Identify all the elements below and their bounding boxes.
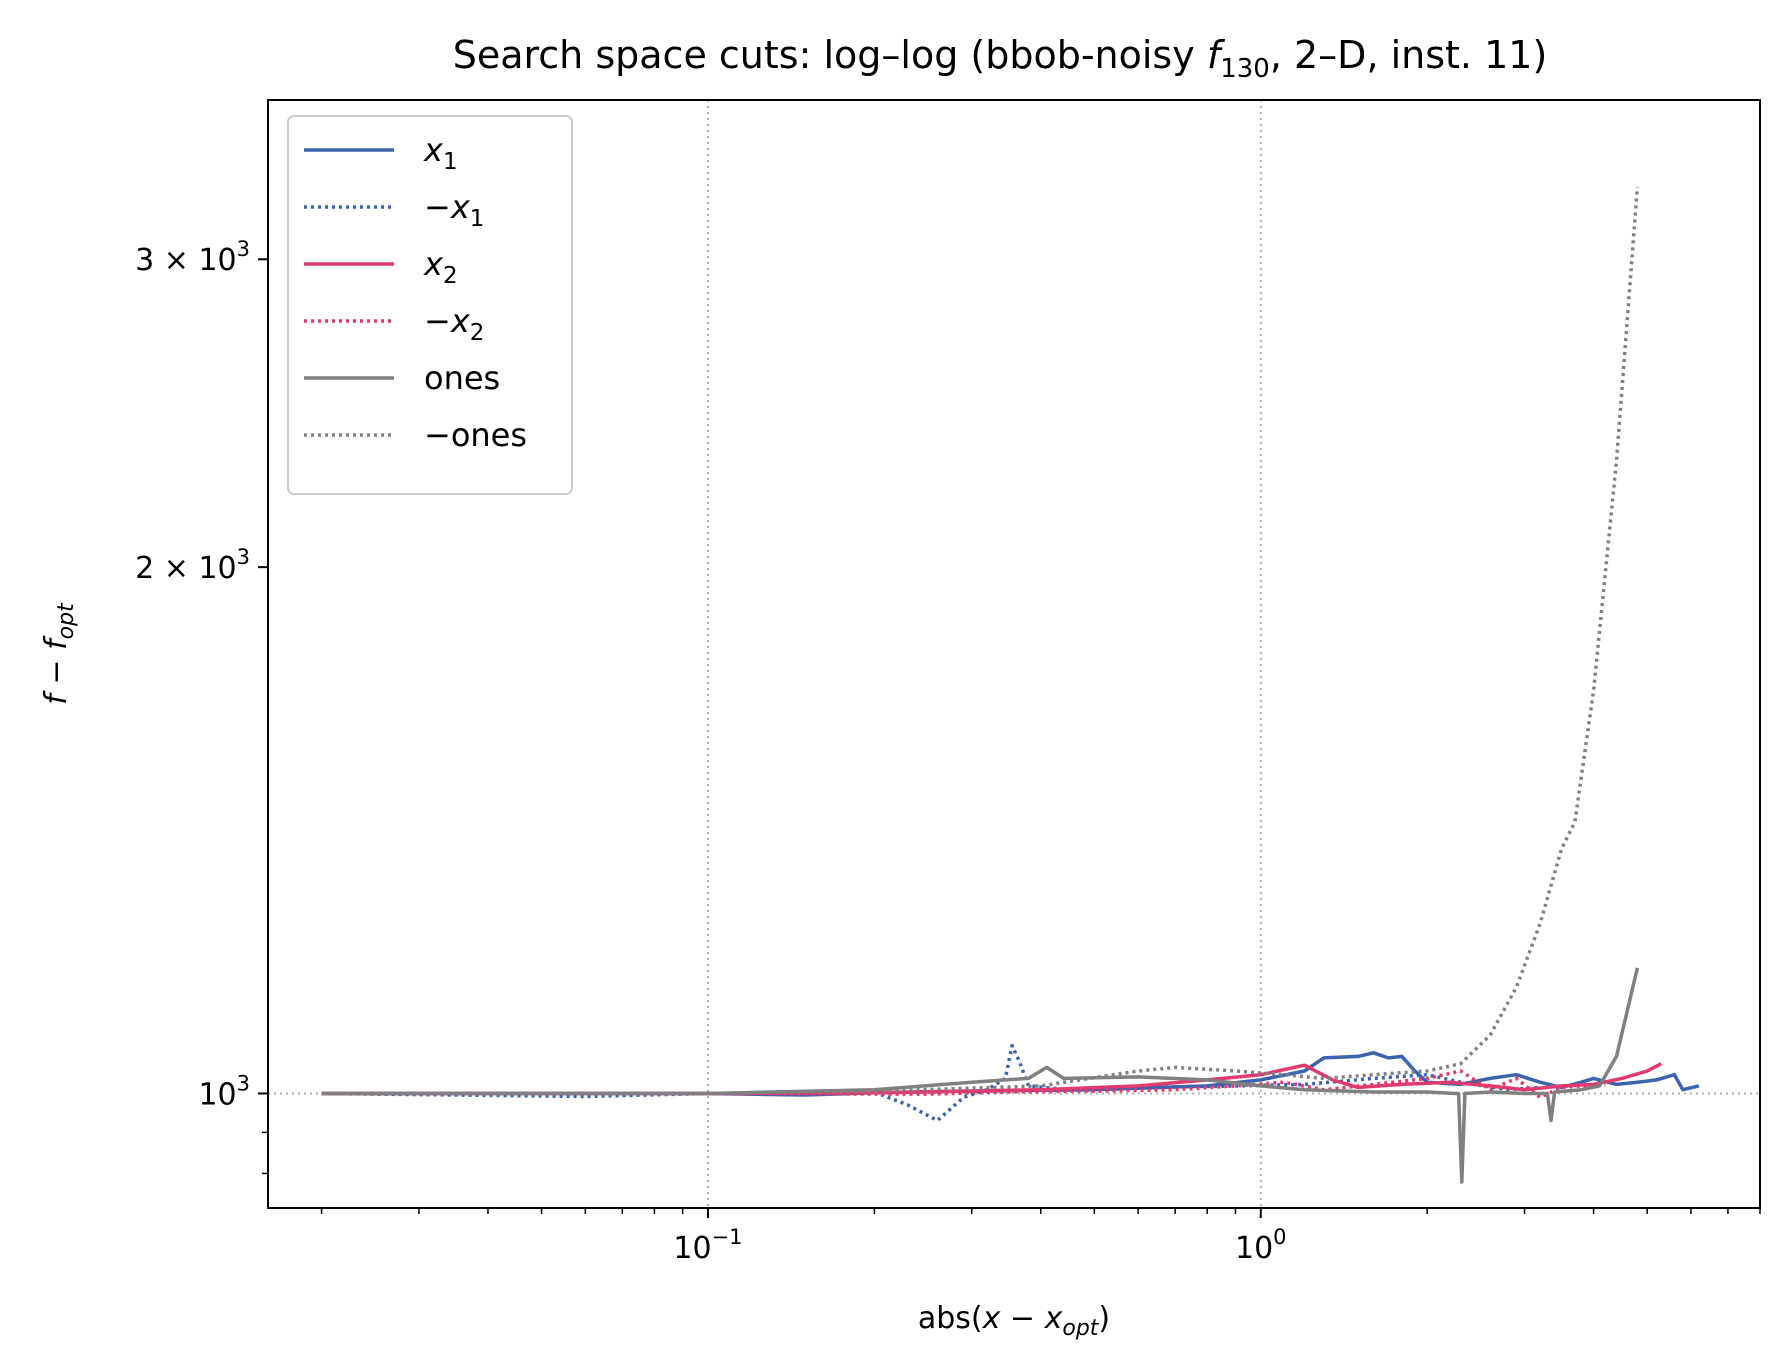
y-tick-label: 2 × 103: [135, 545, 250, 586]
legend-label: −ones: [424, 416, 527, 454]
legend-label: ones: [424, 359, 500, 397]
legend-label: x1: [423, 131, 458, 175]
x-tick-label: 100: [1235, 1225, 1287, 1266]
x-axis-ticks: 10−1 100: [320, 1208, 1761, 1266]
chart-title: Search space cuts: log–log (bbob-noisy f…: [453, 33, 1548, 84]
legend-label: x2: [423, 245, 458, 289]
series-layer: [321, 186, 1700, 1184]
legend-label: −x1: [424, 188, 484, 232]
x-axis-label: abs(x − xopt): [918, 1301, 1110, 1341]
series-line: [321, 1069, 1606, 1100]
y-tick-label: 3 × 103: [135, 237, 250, 278]
x-tick-label: 10−1: [673, 1225, 742, 1266]
series-line: [321, 967, 1640, 1184]
y-tick-label: 103: [198, 1071, 250, 1112]
plot-frame: [267, 99, 1761, 1209]
series-line: [321, 186, 1640, 1096]
y-axis-ticks: 103 2 × 103 3 × 103: [135, 237, 268, 1175]
legend-box: [287, 115, 573, 495]
legend: x1 −x1 x2 −x2 ones −ones: [287, 115, 573, 495]
legend-label: −x2: [424, 302, 484, 346]
